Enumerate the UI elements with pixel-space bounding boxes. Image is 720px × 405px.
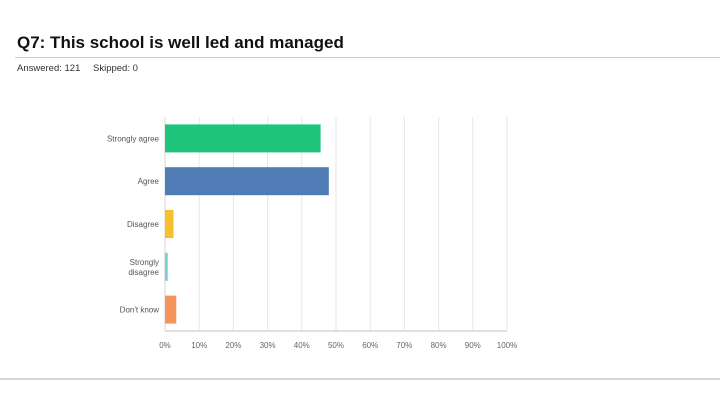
category-label: Agree [138, 177, 160, 186]
x-tick-label: 80% [431, 341, 447, 350]
category-label: disagree [128, 268, 159, 277]
bottom-divider [0, 378, 720, 380]
x-tick-label: 60% [362, 341, 378, 350]
question-title: Q7: This school is well led and managed [17, 33, 344, 52]
answered-count: Answered: 121 [17, 63, 81, 74]
bar [165, 167, 329, 196]
x-tick-label: 50% [328, 341, 344, 350]
category-label: Strongly agree [107, 134, 160, 143]
bar [165, 124, 321, 153]
category-labels: Strongly agree Agree Disagree Stronglydisag… [107, 134, 160, 314]
skipped-count: Skipped: 0 [93, 63, 138, 74]
category-label: Don't know [120, 306, 160, 315]
x-tick-label: 10% [191, 341, 207, 350]
x-tick-label: 90% [465, 341, 481, 350]
category-label: Strongly [130, 258, 159, 267]
bars [165, 124, 329, 324]
x-tick-labels: 0% 10% 20% 30% 40% 50% 60% 70% 80% 90% 100% [159, 341, 517, 350]
category-label: Disagree [127, 220, 160, 229]
x-tick-label: 0% [159, 341, 171, 350]
title-divider [15, 57, 720, 58]
bar [165, 210, 174, 238]
x-tick-label: 30% [260, 341, 276, 350]
bar [165, 252, 168, 281]
x-tick-label: 70% [396, 341, 412, 350]
gridlines [164, 117, 508, 331]
x-tick-label: 20% [225, 341, 241, 350]
bar [165, 295, 177, 324]
x-tick-label: 100% [497, 341, 517, 350]
x-tick-label: 40% [294, 341, 310, 350]
